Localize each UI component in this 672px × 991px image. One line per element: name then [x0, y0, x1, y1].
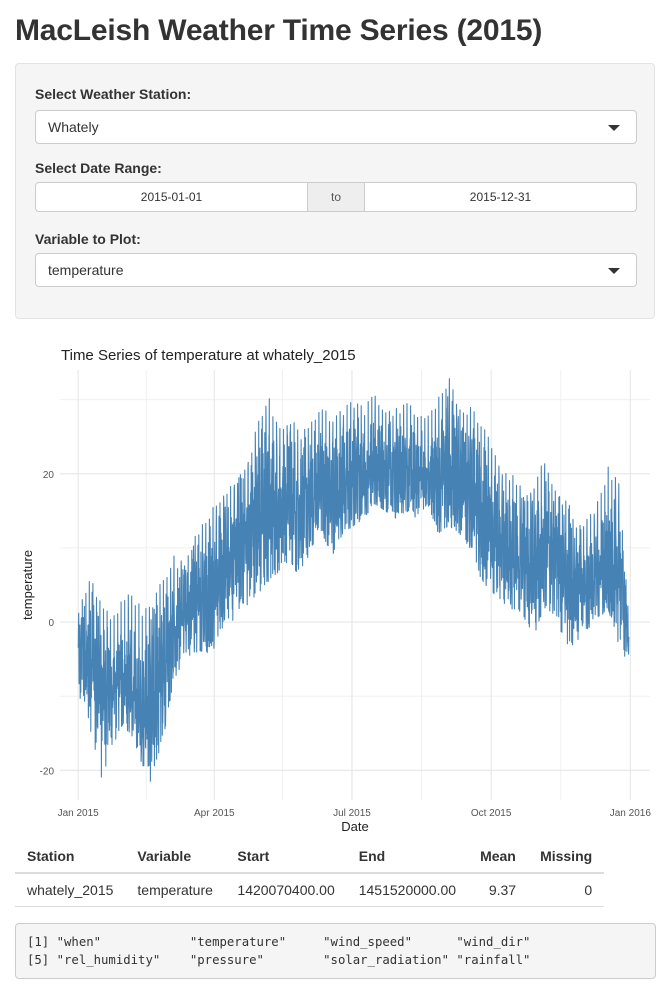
- chevron-down-icon: [608, 268, 620, 274]
- page-title: MacLeish Weather Time Series (2015): [15, 14, 543, 47]
- date-range-label: Select Date Range:: [35, 160, 162, 176]
- table-row: whately_2015 temperature 1420070400.00 1…: [15, 873, 605, 907]
- date-range-separator: to: [307, 182, 365, 212]
- cell-station: whately_2015: [27, 882, 114, 898]
- y-tick-label: 20: [43, 470, 55, 481]
- x-tick-label: Jan 2016: [610, 808, 652, 819]
- cell-start: 1420070400.00: [237, 882, 335, 898]
- y-tick-label: -20: [40, 766, 55, 777]
- table-header-row: Station Variable Start End Mean Missing: [15, 842, 605, 873]
- variable-select-value: temperature: [48, 262, 124, 278]
- variable-label: Variable to Plot:: [35, 231, 141, 247]
- series-line: [77, 378, 630, 782]
- x-tick-label: Jan 2015: [58, 808, 100, 819]
- plot-title: Time Series of temperature at whately_20…: [61, 347, 356, 364]
- date-range-input: 2015-01-01 to 2015-12-31: [35, 182, 637, 212]
- y-tick-label: 0: [48, 618, 54, 629]
- summary-table: Station Variable Start End Mean Missing …: [15, 842, 605, 907]
- y-axis-label: temperature: [20, 550, 35, 620]
- axis-ticks: Jan 2015 Apr 2015 Jul 2015 Oct 2015 Jan 2016…: [40, 470, 652, 819]
- date-end-input[interactable]: 2015-12-31: [364, 182, 637, 212]
- station-select-value: Whately: [48, 119, 99, 135]
- plot-grid: [60, 370, 650, 800]
- x-axis-label: Date: [341, 819, 368, 834]
- console-line-1: [1] "when" "temperature" "wind_speed" "w…: [27, 935, 531, 949]
- cell-mean: 9.37: [488, 882, 517, 898]
- cell-end: 1451520000.00: [358, 882, 457, 898]
- console-output: [1] "when" "temperature" "wind_speed" "w…: [15, 923, 656, 979]
- time-series-plot: Time Series of temperature at whately_20…: [20, 347, 652, 834]
- console-line-2: [5] "rel_humidity" "pressure" "solar_rad…: [27, 953, 531, 967]
- x-tick-label: Jul 2015: [333, 808, 371, 819]
- header-missing: Missing: [540, 848, 593, 864]
- x-tick-label: Apr 2015: [194, 808, 235, 819]
- variable-select[interactable]: temperature: [35, 253, 637, 287]
- x-tick-label: Oct 2015: [471, 808, 512, 819]
- station-label: Select Weather Station:: [35, 86, 192, 102]
- sidebar-panel: Select Weather Station: Whately Select D…: [15, 63, 655, 319]
- header-station: Station: [27, 848, 75, 864]
- station-select[interactable]: Whately: [35, 110, 637, 144]
- header-end: End: [358, 848, 386, 864]
- header-mean: Mean: [480, 848, 516, 864]
- chevron-down-icon: [608, 125, 620, 131]
- date-start-input[interactable]: 2015-01-01: [35, 182, 308, 212]
- temperature-series: [77, 378, 630, 782]
- header-variable: Variable: [137, 848, 192, 864]
- cell-variable: temperature: [137, 882, 213, 898]
- cell-missing: 0: [584, 882, 593, 898]
- header-start: Start: [237, 848, 270, 864]
